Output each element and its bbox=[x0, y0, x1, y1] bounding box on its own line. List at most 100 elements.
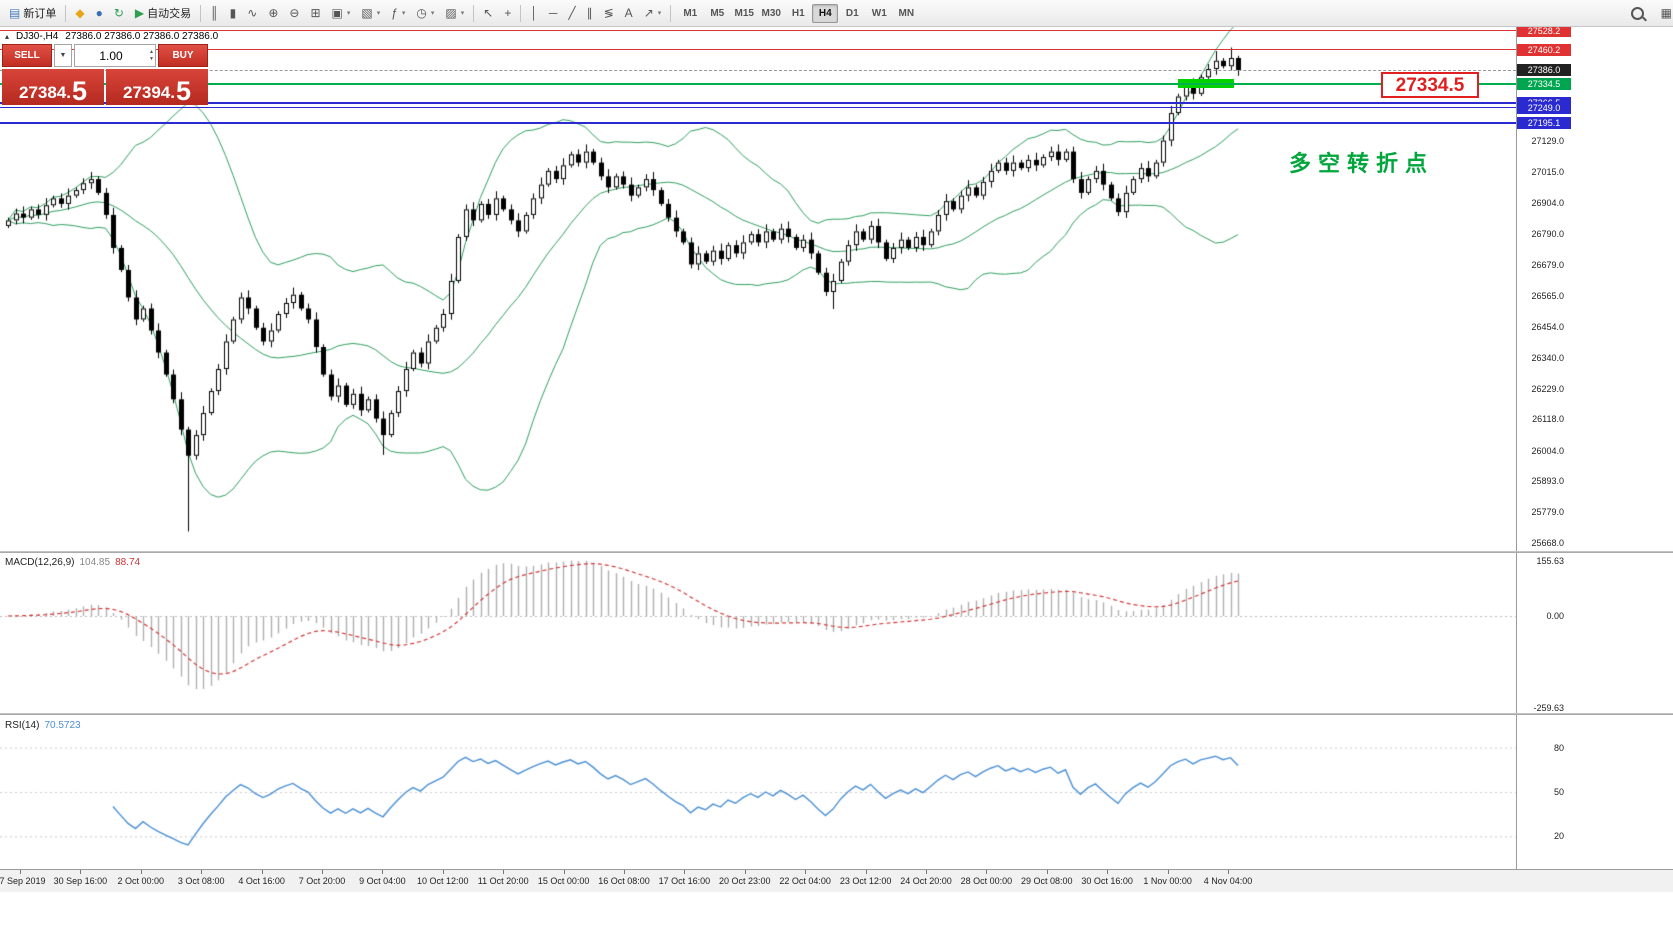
timeframe-h1[interactable]: H1 bbox=[785, 4, 811, 23]
panel-separator[interactable] bbox=[0, 713, 1673, 715]
timeframe-m5[interactable]: M5 bbox=[704, 4, 730, 23]
buy-price-display[interactable]: 27394. 5 bbox=[106, 69, 208, 105]
chart-ohlc-header: ▴ DJ30-,H4 27386.0 27386.0 27386.0 27386… bbox=[5, 31, 218, 42]
horizontal-line-button[interactable]: ─ bbox=[544, 3, 563, 24]
new-order-button[interactable]: ▤ 新订单 bbox=[4, 3, 61, 24]
chevron-down-icon: ▾ bbox=[346, 10, 351, 17]
time-axis-label: 3 Oct 08:00 bbox=[177, 876, 225, 886]
volume-dropdown[interactable]: ▼ bbox=[54, 44, 72, 67]
bar-chart-button[interactable]: ║ bbox=[205, 3, 224, 24]
timeframe-m15[interactable]: M15 bbox=[731, 4, 757, 23]
time-tick bbox=[20, 870, 21, 874]
vertical-line-button[interactable]: │ bbox=[525, 3, 543, 24]
time-axis-label: 23 Oct 12:00 bbox=[839, 876, 892, 886]
macd-label: MACD(12,26,9) 104.85 88.74 bbox=[5, 557, 140, 568]
timeframe-h4[interactable]: H4 bbox=[812, 3, 839, 23]
search-zoom-button[interactable] bbox=[1623, 3, 1655, 24]
time-tick bbox=[80, 870, 82, 874]
price-level-line-27528.2[interactable] bbox=[0, 30, 1516, 32]
fibonacci-icon: ≶ bbox=[603, 6, 614, 20]
spinner-up-icon: ▲ bbox=[149, 49, 154, 55]
candlestick-chart-button[interactable]: ▮ bbox=[225, 3, 242, 24]
price-level-line-27266.5[interactable] bbox=[0, 102, 1516, 104]
toolbar-separator bbox=[200, 4, 202, 22]
time-axis-label: 24 Oct 20:00 bbox=[900, 876, 952, 886]
timeframe-toolbar: M1 M5 M15 M30 H1 H4 D1 W1 MN bbox=[677, 3, 919, 23]
order-price-row: 27384. 5 27394. 5 bbox=[2, 69, 208, 105]
chart-plot-canvas[interactable] bbox=[0, 0, 1516, 950]
indicators-button[interactable]: ƒ ▾ bbox=[386, 3, 410, 24]
zoom-in-button[interactable]: ⊕ bbox=[263, 3, 283, 24]
panel-separator[interactable] bbox=[0, 551, 1673, 553]
time-tick bbox=[140, 870, 142, 874]
rsi-name: RSI(14) bbox=[5, 720, 40, 731]
price-callout-box[interactable]: 27334.5 bbox=[1381, 72, 1479, 98]
mql5-community-button[interactable]: ◆ bbox=[70, 3, 89, 24]
price-level-badge-27460.2: 27460.2 bbox=[1517, 43, 1571, 56]
timeframe-w1[interactable]: W1 bbox=[866, 4, 892, 23]
cursor-button[interactable]: ↖ bbox=[478, 3, 498, 24]
volume-spinner[interactable]: ▲ ▼ bbox=[149, 45, 154, 66]
sell-price-big-digit: 5 bbox=[71, 76, 88, 107]
new-chart-button[interactable]: ▣ ▾ bbox=[327, 3, 356, 24]
profiles-button[interactable]: ▧ ▾ bbox=[356, 3, 385, 24]
chevron-down-icon: ▼ bbox=[59, 52, 67, 59]
sell-price-display[interactable]: 27384. 5 bbox=[2, 69, 104, 105]
fibonacci-button[interactable]: ≶ bbox=[599, 3, 619, 24]
accounts-button[interactable]: ● bbox=[91, 3, 108, 24]
time-axis-label: 9 Oct 04:00 bbox=[359, 876, 406, 886]
timeframe-mn[interactable]: MN bbox=[893, 4, 919, 23]
buy-button[interactable]: BUY bbox=[158, 44, 208, 67]
timeframe-m30[interactable]: M30 bbox=[758, 4, 784, 23]
price-level-line-27386.0[interactable] bbox=[0, 69, 1516, 71]
time-axis-label: 29 Oct 08:00 bbox=[1021, 876, 1073, 886]
tile-windows-button[interactable]: ⊞ bbox=[305, 3, 325, 24]
account-icon: ● bbox=[95, 6, 103, 20]
zoom-out-button[interactable]: ⊖ bbox=[284, 3, 304, 24]
price-level-line-27249.0[interactable] bbox=[0, 107, 1516, 109]
line-chart-button[interactable]: ∿ bbox=[242, 3, 262, 24]
time-tick bbox=[1228, 870, 1229, 874]
rsi-scale-label: 80 bbox=[1553, 742, 1564, 753]
volume-input[interactable] bbox=[75, 45, 155, 66]
channel-button[interactable]: ∥ bbox=[582, 3, 598, 24]
price-axis-label: 26790.0 bbox=[1531, 229, 1564, 240]
templates-button[interactable]: ▨ ▾ bbox=[440, 3, 469, 24]
price-scale[interactable] bbox=[1516, 26, 1673, 891]
volume-box: ▲▼ bbox=[74, 44, 156, 67]
price-axis-label: 25668.0 bbox=[1531, 538, 1564, 548]
time-axis-label: 15 Oct 00:00 bbox=[537, 876, 590, 886]
price-level-line-27460.2[interactable] bbox=[0, 49, 1516, 51]
crosshair-button[interactable]: + bbox=[499, 3, 516, 24]
price-axis-label: 26229.0 bbox=[1531, 383, 1564, 394]
time-axis[interactable]: 27 Sep 2019 30 Sep 16:00 2 Oct 00:00 3 Oct … bbox=[0, 869, 1673, 892]
ohlc-values-label: 27386.0 27386.0 27386.0 27386.0 bbox=[65, 31, 219, 42]
sell-button[interactable]: SELL bbox=[2, 44, 52, 67]
timeframe-m1[interactable]: M1 bbox=[677, 4, 703, 23]
autotrading-button[interactable]: ▶ 自动交易 bbox=[130, 3, 196, 24]
spinner-down-icon: ▼ bbox=[149, 55, 154, 62]
timeframe-d1[interactable]: D1 bbox=[839, 4, 865, 23]
text-button[interactable]: A bbox=[620, 3, 638, 24]
chart-annotation-text[interactable]: 多空转折点 bbox=[1289, 151, 1435, 176]
price-level-line-27334.5[interactable] bbox=[0, 83, 1516, 86]
trendline-button[interactable]: ╱ bbox=[563, 3, 580, 24]
arrows-button[interactable]: ↗ ▾ bbox=[639, 3, 667, 24]
price-axis-label: 25779.0 bbox=[1531, 507, 1564, 518]
price-axis-label: 27015.0 bbox=[1531, 167, 1564, 178]
chevron-down-icon: ▾ bbox=[401, 10, 406, 17]
toolbar-separator bbox=[65, 4, 67, 22]
indicators-icon: ƒ bbox=[391, 6, 398, 20]
main-toolbar: ▤ 新订单 ◆ ● ↻ ▶ 自动交易 ║ ▮ ∿ ⊕ ⊖ ⊞ ▣ ▾ ▧ ▾ ƒ ▾ ◷ ▾ ▨ ▾ ↖ + │ ─ ╱ ∥ ≶ A ↗ ▾ M1… bbox=[0, 0, 1673, 27]
macd-scale-label: -259.63 bbox=[1533, 702, 1564, 713]
price-level-line-27195.1[interactable] bbox=[0, 121, 1516, 124]
chart-window-icon: ▴ bbox=[5, 32, 10, 41]
tile-windows-icon: ⊞ bbox=[310, 6, 321, 20]
one-click-trading-panel: SELL ▼ ▲▼ BUY 27384.5 27394.5 bbox=[2, 44, 208, 105]
refresh-data-button[interactable]: ↻ bbox=[109, 3, 129, 24]
periods-button[interactable]: ◷ ▾ bbox=[411, 3, 439, 24]
crosshair-icon: + bbox=[504, 6, 512, 20]
price-level-badge-27528.2: 27528.2 bbox=[1517, 24, 1571, 37]
window-layout-button[interactable]: ▦ bbox=[1656, 3, 1673, 24]
time-tick bbox=[926, 870, 927, 874]
